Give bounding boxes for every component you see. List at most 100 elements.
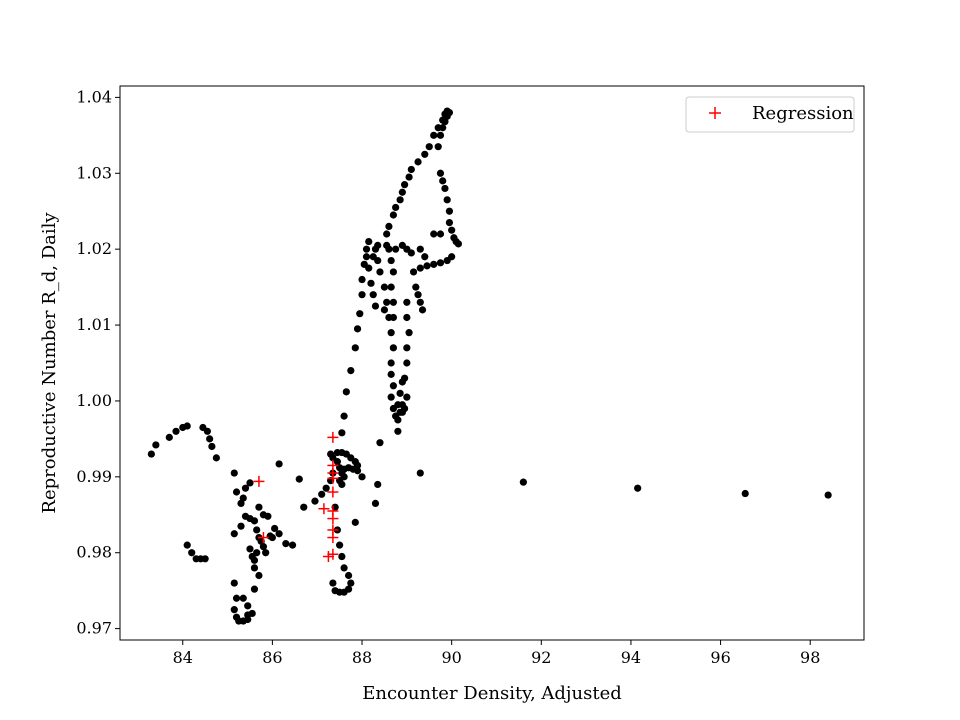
data-point: [353, 325, 362, 333]
data-point: [389, 382, 397, 390]
data-point: [405, 173, 413, 181]
data-point: [271, 524, 279, 533]
data-point: [387, 329, 395, 337]
data-point: [380, 306, 389, 314]
data-point: [329, 579, 337, 587]
data-point: [383, 298, 391, 306]
data-point: [374, 480, 382, 489]
x-tick-label: 90: [441, 648, 461, 667]
data-point: [250, 564, 259, 572]
data-point: [259, 543, 268, 551]
regression-point: [327, 548, 339, 560]
data-point: [448, 226, 456, 234]
data-point: [342, 388, 350, 396]
x-tick-label: 92: [531, 648, 551, 667]
x-tick-label: 94: [621, 648, 641, 667]
data-point: [347, 366, 355, 375]
data-point: [250, 556, 259, 564]
data-point: [275, 460, 283, 468]
data-point: [387, 370, 395, 378]
data-point: [436, 259, 445, 267]
data-point: [230, 606, 238, 614]
data-point: [389, 268, 397, 276]
regression-point: [318, 503, 330, 515]
data-point: [403, 298, 411, 306]
data-point: [311, 497, 319, 505]
data-point: [318, 490, 326, 498]
data-point: [188, 549, 196, 557]
data-point: [232, 594, 241, 602]
data-point: [338, 480, 346, 489]
data-point: [376, 439, 384, 447]
data-point: [389, 344, 397, 352]
data-point: [394, 427, 402, 435]
data-point: [371, 499, 380, 507]
data-point: [365, 237, 373, 246]
legend-frame: [685, 96, 855, 133]
data-point: [741, 489, 749, 498]
y-tick-label: 1.03: [76, 163, 112, 182]
data-point: [376, 268, 384, 276]
data-point: [414, 158, 422, 166]
data-point: [414, 291, 422, 299]
legend: Regression: [685, 96, 855, 133]
data-point: [250, 585, 259, 593]
x-axis-label: Encounter Density, Adjusted: [362, 683, 622, 704]
data-point: [244, 615, 252, 624]
data-point: [268, 533, 276, 542]
x-tick-label: 86: [262, 648, 282, 667]
data-point: [421, 150, 429, 158]
data-point: [436, 131, 445, 139]
regression-point: [253, 475, 265, 487]
regression-point: [257, 532, 269, 544]
data-point: [634, 484, 642, 492]
data-point: [430, 260, 438, 268]
data-point: [430, 230, 438, 238]
data-point: [430, 131, 438, 139]
axes-layer: 84 86 88 90 92 94 96 98 0.97 0.98 0.99 1.00 1.01 1.02…: [76, 85, 865, 667]
y-tick-label: 1.04: [76, 87, 112, 106]
data-point: [237, 522, 245, 530]
data-point: [403, 344, 411, 352]
data-point: [448, 253, 456, 261]
legend-regression-label: Regression: [752, 103, 854, 124]
data-point: [389, 313, 397, 322]
data-point: [407, 165, 415, 174]
data-point: [416, 298, 424, 306]
plot-frame: [119, 85, 865, 641]
data-point: [454, 240, 462, 248]
data-point: [362, 245, 371, 253]
data-point: [519, 478, 527, 486]
data-point: [239, 494, 247, 502]
data-point: [356, 310, 364, 318]
data-point: [385, 222, 393, 230]
data-point: [396, 389, 404, 397]
data-point: [230, 530, 238, 538]
data-point: [344, 585, 353, 593]
regression-point: [327, 431, 339, 443]
data-point: [374, 256, 382, 265]
points-layer: [147, 107, 832, 625]
data-point: [371, 302, 380, 310]
data-point: [369, 291, 377, 299]
data-point: [275, 530, 283, 538]
data-point: [396, 196, 404, 204]
data-point: [405, 329, 413, 337]
data-point: [383, 230, 391, 238]
data-point: [392, 245, 400, 253]
data-point: [439, 124, 447, 132]
data-point: [362, 253, 371, 261]
data-point: [418, 306, 427, 314]
regression-point: [322, 551, 334, 563]
regression-point: [327, 472, 339, 484]
data-point: [421, 253, 429, 261]
data-point: [340, 564, 348, 572]
data-point: [246, 545, 254, 553]
data-point: [403, 393, 411, 401]
data-point: [436, 230, 445, 238]
data-point: [425, 143, 433, 151]
data-point: [358, 291, 366, 299]
data-point: [253, 549, 261, 557]
y-tick-label: 1.02: [76, 239, 112, 258]
data-point: [322, 484, 330, 492]
